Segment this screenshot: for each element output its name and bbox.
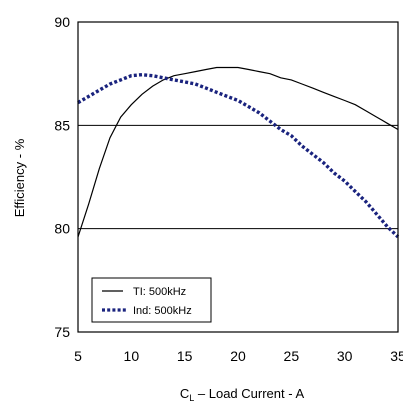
y-tick-label: 75	[54, 324, 70, 340]
tick-labels: 75 80 85 90 5 10 15 20 25 30 35	[54, 14, 403, 364]
x-tick-label: 35	[390, 348, 403, 364]
x-axis-title: CL – Load Current - A	[180, 386, 305, 403]
x-tick-label: 15	[177, 348, 193, 364]
y-tick-label: 85	[54, 117, 70, 133]
y-axis-title: Efficiency - %	[12, 138, 27, 217]
legend: TI: 500kHz Ind: 500kHz	[91, 277, 212, 323]
legend-label-ind: Ind: 500kHz	[133, 305, 192, 317]
x-tick-label: 20	[230, 348, 246, 364]
y-tick-label: 90	[54, 14, 70, 30]
series-line-ti-500khz	[77, 66, 399, 238]
legend-label-ti: TI: 500kHz	[133, 286, 186, 298]
legend-box	[91, 277, 212, 323]
x-axis-title-main: C	[180, 386, 189, 401]
x-tick-label: 5	[74, 348, 82, 364]
x-tick-label: 30	[337, 348, 353, 364]
x-axis-title-subscript: L	[189, 393, 194, 403]
series-line-ind-500khz	[77, 72, 400, 239]
series-layer	[77, 66, 400, 239]
y-tick-label: 80	[54, 221, 70, 237]
plot-frame	[77, 21, 399, 333]
x-tick-label: 10	[124, 348, 140, 364]
x-tick-label: 25	[284, 348, 300, 364]
x-axis-title-rest: – Load Current - A	[194, 386, 304, 401]
